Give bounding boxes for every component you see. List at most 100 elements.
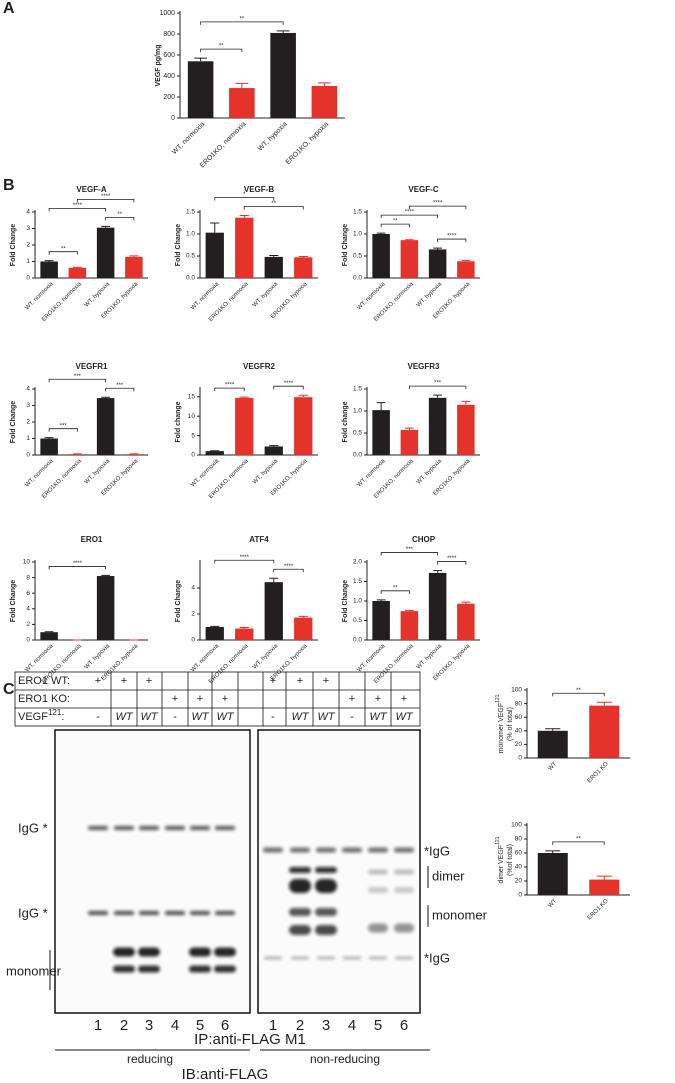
y-tick-label: 100 — [511, 687, 522, 694]
blot-band — [315, 908, 337, 916]
panel-letter: B — [3, 177, 15, 194]
y-tick-label: 3 — [26, 402, 30, 409]
row-cell: WT — [191, 711, 209, 723]
x-tick-label: WT, normoxia — [190, 643, 221, 674]
x-tick-label: WT, hypoxia — [257, 121, 289, 153]
significance-bracket — [76, 198, 135, 203]
blot-band — [165, 826, 185, 830]
significance-label: *** — [406, 547, 414, 553]
y-tick-label: 1000 — [159, 10, 175, 17]
blot-band — [368, 887, 388, 893]
y-tick-label: 0 — [26, 275, 30, 282]
y-tick-label: 400 — [163, 73, 175, 80]
blot-band — [113, 947, 135, 957]
error-bar — [376, 402, 386, 411]
x-tick-label: WT, normoxia — [356, 458, 387, 489]
y-tick-label: 0 — [191, 452, 195, 459]
blot-band — [190, 911, 210, 915]
y-tick-label: 2 — [26, 621, 30, 628]
error-bar — [298, 615, 308, 618]
significance-bracket — [380, 223, 410, 228]
x-tick-label: ERO1 KO — [587, 761, 610, 784]
bar — [264, 256, 283, 278]
error-bar — [433, 247, 443, 250]
blot-band — [88, 826, 108, 830]
y-tick-label: 1.5 — [186, 209, 195, 216]
blot-right — [257, 729, 421, 1014]
blot-band — [289, 879, 311, 893]
bar — [205, 627, 224, 640]
lane-number: 3 — [145, 1017, 153, 1034]
bar — [537, 730, 568, 758]
row-label: ERO1 KO: — [18, 693, 70, 705]
row-cell: WT — [216, 711, 234, 723]
x-tick-label: ERO1 KO — [587, 898, 610, 921]
bar — [457, 261, 475, 278]
y-axis-label-main: monomer VEGF — [498, 703, 505, 754]
row-cell: WT — [395, 711, 413, 723]
significance-label: *** — [116, 383, 124, 389]
bar — [125, 454, 143, 455]
bar — [40, 438, 58, 455]
y-tick-label: 600 — [163, 52, 175, 59]
significance-label: ** — [240, 16, 245, 22]
blot-band — [394, 869, 414, 875]
panel-letter: C — [3, 681, 15, 698]
y-axis-label: Fold change — [342, 401, 349, 442]
bar — [187, 61, 214, 118]
y-tick-label: 1.0 — [353, 231, 362, 238]
row-label-sup: 121 — [48, 708, 62, 717]
error-bar — [269, 577, 279, 583]
blot-band — [264, 956, 282, 960]
right-label: dimer — [432, 868, 465, 883]
significance-label: **** — [101, 194, 111, 200]
y-axis-label: Fold Change — [342, 224, 349, 266]
bar — [372, 234, 390, 278]
ip-label: IP:anti-FLAG M1 — [194, 1031, 306, 1048]
row-cell: + — [297, 675, 303, 687]
significance-label: ** — [393, 219, 398, 225]
y-tick-label: 0.0 — [353, 452, 362, 459]
significance-bracket — [408, 205, 467, 210]
left-label: monomer — [6, 963, 62, 978]
x-tick-label: WT, normoxia — [24, 643, 55, 674]
y-tick-label: 0.0 — [186, 275, 195, 282]
row-label: ERO1 WT: — [18, 675, 70, 687]
bar — [205, 451, 224, 455]
blot-band — [139, 826, 159, 830]
y-tick-label: 0.0 — [353, 637, 362, 644]
y-tick-label: 1.5 — [353, 578, 362, 585]
x-tick-label: WT, hypoxia — [416, 458, 444, 486]
y-tick-label: 8 — [26, 574, 30, 581]
blot-band — [368, 869, 388, 875]
lane-number: 5 — [196, 1017, 204, 1034]
blot-band — [189, 947, 211, 957]
x-tick-label: WT, normoxia — [190, 458, 221, 489]
significance-label: ** — [219, 44, 224, 50]
bar — [96, 398, 115, 455]
blot-band — [215, 826, 235, 830]
significance-label: **** — [447, 556, 457, 562]
panel-letter: A — [3, 0, 15, 17]
y-axis-label: dimer VEGF121 — [495, 836, 505, 883]
bar — [68, 267, 87, 278]
bar — [125, 256, 143, 278]
lane-number: 2 — [120, 1017, 128, 1034]
y-axis-label-line2: (%of total) — [507, 844, 514, 876]
blot-band — [113, 965, 135, 973]
bar — [294, 397, 313, 455]
blot-band — [343, 956, 361, 960]
error-bar — [276, 30, 290, 33]
y-axis-label-main: dimer VEGF — [498, 845, 505, 884]
x-tick-label: ERO1KO, normoxia — [199, 121, 248, 170]
x-tick-label: WT, hypoxia — [84, 281, 112, 309]
blot-band — [291, 956, 309, 960]
y-axis-label: Fold change — [175, 401, 182, 442]
row-label-text: VEGF — [18, 711, 48, 723]
blot-band — [289, 867, 311, 873]
blot-band — [317, 956, 335, 960]
significance-bracket — [214, 387, 245, 392]
lane-number: 2 — [296, 1017, 304, 1034]
row-cell: + — [172, 693, 178, 705]
